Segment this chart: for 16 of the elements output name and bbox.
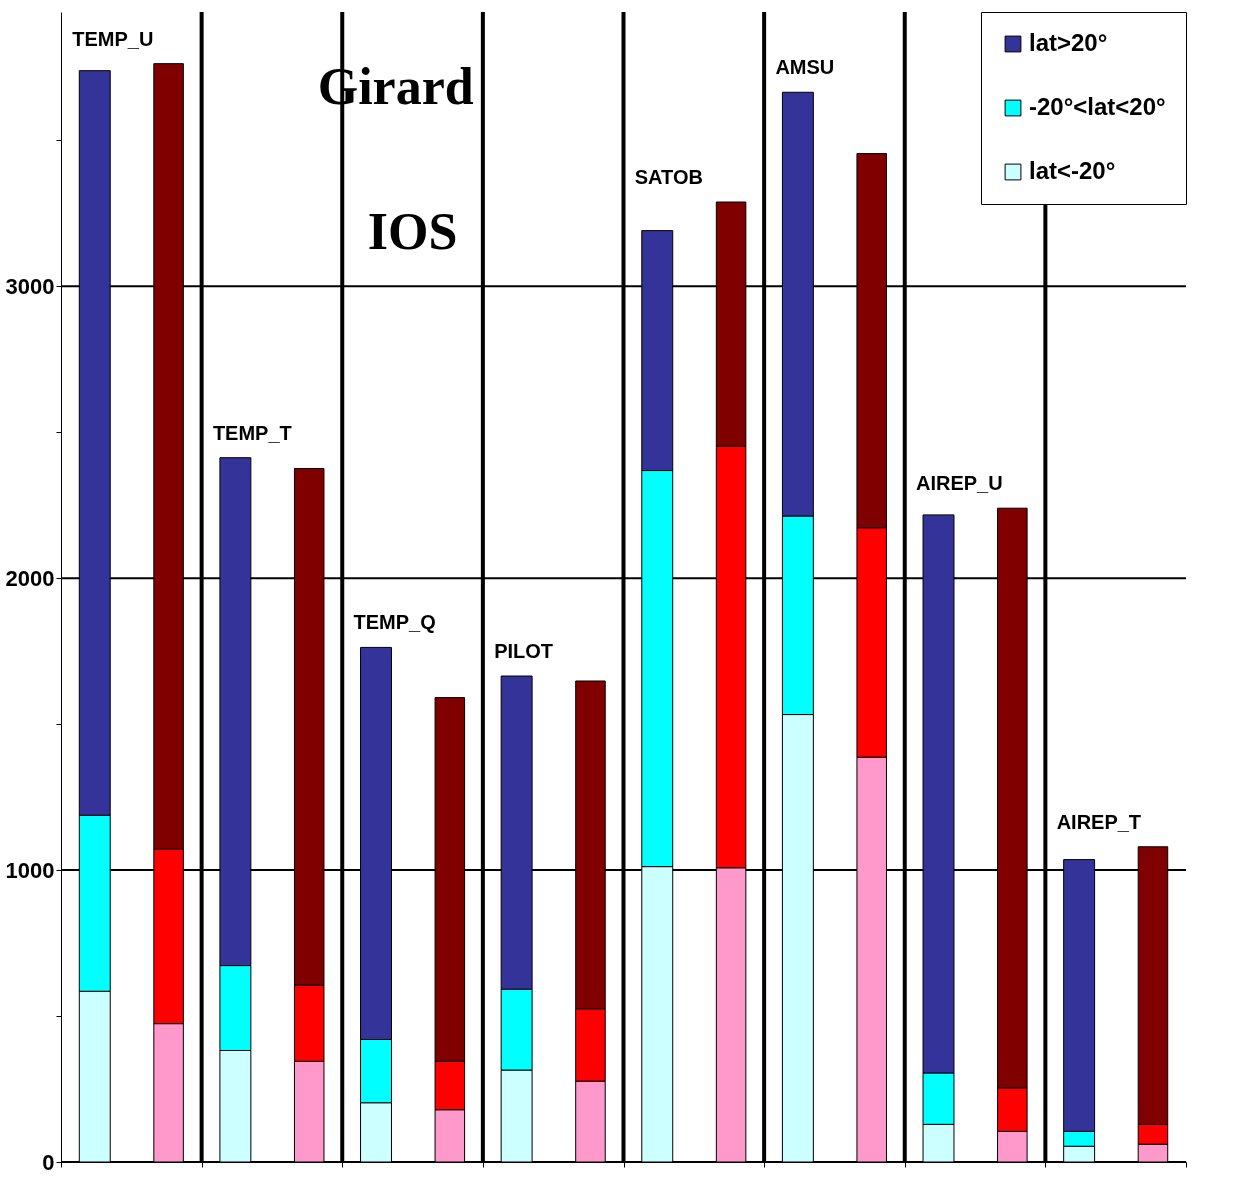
y-tick-label: 2000 bbox=[5, 565, 55, 591]
x-tick-label: TEMP_Q bbox=[353, 611, 436, 634]
x-tick-label: AIREP_U bbox=[916, 472, 1003, 495]
y-tick-label: 0 bbox=[42, 1149, 55, 1175]
legend-label: lat<-20° bbox=[1029, 157, 1116, 184]
x-tick-label: TEMP_U bbox=[72, 27, 154, 50]
y-tick-label: 1000 bbox=[5, 857, 55, 883]
legend-label: lat>20° bbox=[1029, 29, 1108, 56]
x-tick-label: SATOB bbox=[634, 166, 703, 189]
x-tick-label: PILOT bbox=[494, 640, 554, 663]
x-tick-label: TEMP_T bbox=[212, 421, 292, 444]
x-tick-label: AMSU bbox=[775, 56, 835, 79]
annotation: IOS bbox=[367, 202, 458, 260]
x-tick-label: AIREP_T bbox=[1056, 810, 1142, 833]
y-tick-label: 3000 bbox=[5, 273, 55, 299]
legend-label: -20°<lat<20° bbox=[1029, 93, 1166, 120]
